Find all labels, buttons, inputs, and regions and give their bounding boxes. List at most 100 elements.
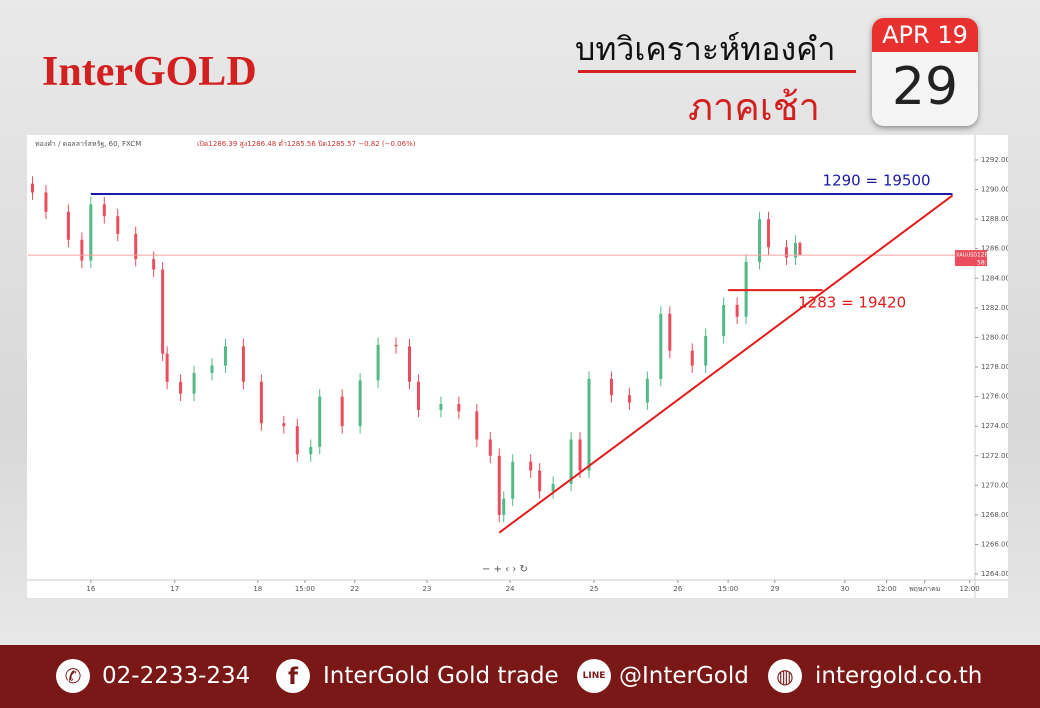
x-tick-label: 30 <box>840 585 849 593</box>
phone: 02-2233-234 <box>102 663 251 689</box>
candle-body <box>627 395 631 403</box>
y-tick-label: 1276.00 <box>981 393 1008 401</box>
price-tag <box>955 250 987 267</box>
y-tick-label: 1270.00 <box>981 481 1008 489</box>
candle-body <box>767 219 771 248</box>
candle-body <box>134 233 138 260</box>
website: intergold.co.th <box>815 663 983 689</box>
candle-body <box>407 346 411 382</box>
x-tick-label: 18 <box>253 585 262 593</box>
candle-body <box>282 423 286 427</box>
candle-body <box>116 216 120 234</box>
calendar-day: 29 <box>891 57 959 117</box>
candle-body <box>511 461 515 499</box>
divider <box>578 70 856 73</box>
candle-body <box>538 470 542 492</box>
candle-body <box>30 183 34 193</box>
x-tick-label: 23 <box>423 585 432 593</box>
web-icon: ◍ <box>768 659 802 693</box>
candle-body <box>318 396 322 447</box>
chart: ทองคำ / ดอลลาร์สหรัฐ, 60, FXCM เปิด1286.… <box>27 135 1008 598</box>
brand: InterGOLD <box>42 49 257 95</box>
x-tick-label: 22 <box>350 585 359 593</box>
candle-body <box>44 192 48 212</box>
candle-body <box>161 269 165 354</box>
y-tick-label: 1280.00 <box>981 333 1008 341</box>
annotation-label: 1283 = 19420 <box>798 294 906 312</box>
y-tick-label: 1290.00 <box>981 186 1008 194</box>
y-tick-label: 1272.00 <box>981 452 1008 460</box>
candle-body <box>645 378 649 403</box>
candle-body <box>80 239 84 261</box>
candle-body <box>497 455 501 515</box>
x-tick-label: 12:00 <box>960 585 980 593</box>
candle-body <box>241 346 245 382</box>
candle-body <box>340 396 344 427</box>
ohlc-readout: เปิด1286.39 สูง1286.48 ต่ำ1285.56 ปิด128… <box>197 139 416 148</box>
y-tick-label: 1282.00 <box>981 304 1008 312</box>
candle-body <box>587 378 591 471</box>
annotation-label: 1290 = 19500 <box>823 171 931 189</box>
y-tick-label: 1264.00 <box>981 570 1008 578</box>
y-tick-label: 1268.00 <box>981 511 1008 519</box>
candle-body <box>376 344 380 381</box>
candle-body <box>165 353 169 382</box>
candle-body <box>551 483 555 492</box>
facebook-icon: f <box>276 659 310 693</box>
title: บทวิเคราะห์ทองคำ <box>575 30 836 68</box>
candle-body <box>569 439 573 484</box>
candle-body <box>735 304 739 317</box>
nav: − + ‹ › ↻ <box>482 564 528 575</box>
candle-body <box>578 439 582 471</box>
x-tick-label: 25 <box>589 585 598 593</box>
candle-body <box>784 247 788 258</box>
candle-body <box>89 204 93 261</box>
candle-body <box>488 439 492 456</box>
calendar-month: APR 19 <box>872 18 978 52</box>
phone-icon: ✆ <box>56 659 90 693</box>
facebook: InterGold Gold trade <box>323 663 559 689</box>
x-tick-label: 17 <box>170 585 179 593</box>
x-tick-label: 12:00 <box>876 585 896 593</box>
candle-body <box>668 313 672 351</box>
x-tick-label: 26 <box>673 585 682 593</box>
candle-body <box>722 304 726 336</box>
candle-body <box>66 211 70 240</box>
y-tick-label: 1288.00 <box>981 215 1008 223</box>
candle-body <box>475 411 479 440</box>
calendar: APR 19 29 <box>872 18 978 126</box>
candle-body <box>152 259 156 270</box>
annotation-line <box>498 194 954 534</box>
candle-body <box>295 426 299 455</box>
candle-body <box>210 365 214 373</box>
line: @InterGold <box>619 663 749 689</box>
y-tick-label: 1274.00 <box>981 422 1008 430</box>
x-tick-label: 29 <box>770 585 779 593</box>
candle-body <box>690 350 694 366</box>
candle-body <box>704 335 708 366</box>
y-tick-label: 1292.00 <box>981 156 1008 164</box>
candle-body <box>223 346 227 366</box>
symbol: ทองคำ / ดอลลาร์สหรัฐ, 60, FXCM <box>35 140 141 148</box>
line-icon: LINE <box>577 659 611 693</box>
candle-body <box>394 344 398 347</box>
candle-body <box>659 313 663 379</box>
candle-body <box>529 461 533 471</box>
y-tick-label: 1266.00 <box>981 541 1008 549</box>
candle-body <box>416 381 420 410</box>
candle-body <box>309 446 313 455</box>
price-tag-countdown: 58:08 <box>977 260 994 267</box>
candle-body <box>758 219 762 263</box>
footer: ✆ 02-2233-234 f InterGold Gold trade LIN… <box>0 645 1040 708</box>
candle-body <box>259 381 263 424</box>
candle-body <box>798 242 802 256</box>
candle-body <box>179 381 183 394</box>
candle-body <box>609 378 613 396</box>
x-tick-label: 16 <box>86 585 95 593</box>
x-tick-label: 15:00 <box>718 585 738 593</box>
price-tag-price: 1285.57 <box>977 252 1002 259</box>
candle-body <box>192 372 196 394</box>
y-tick-label: 1286.00 <box>981 245 1008 253</box>
svg-text:− + ‹ › ↻: − + ‹ › ↻ <box>482 564 528 575</box>
